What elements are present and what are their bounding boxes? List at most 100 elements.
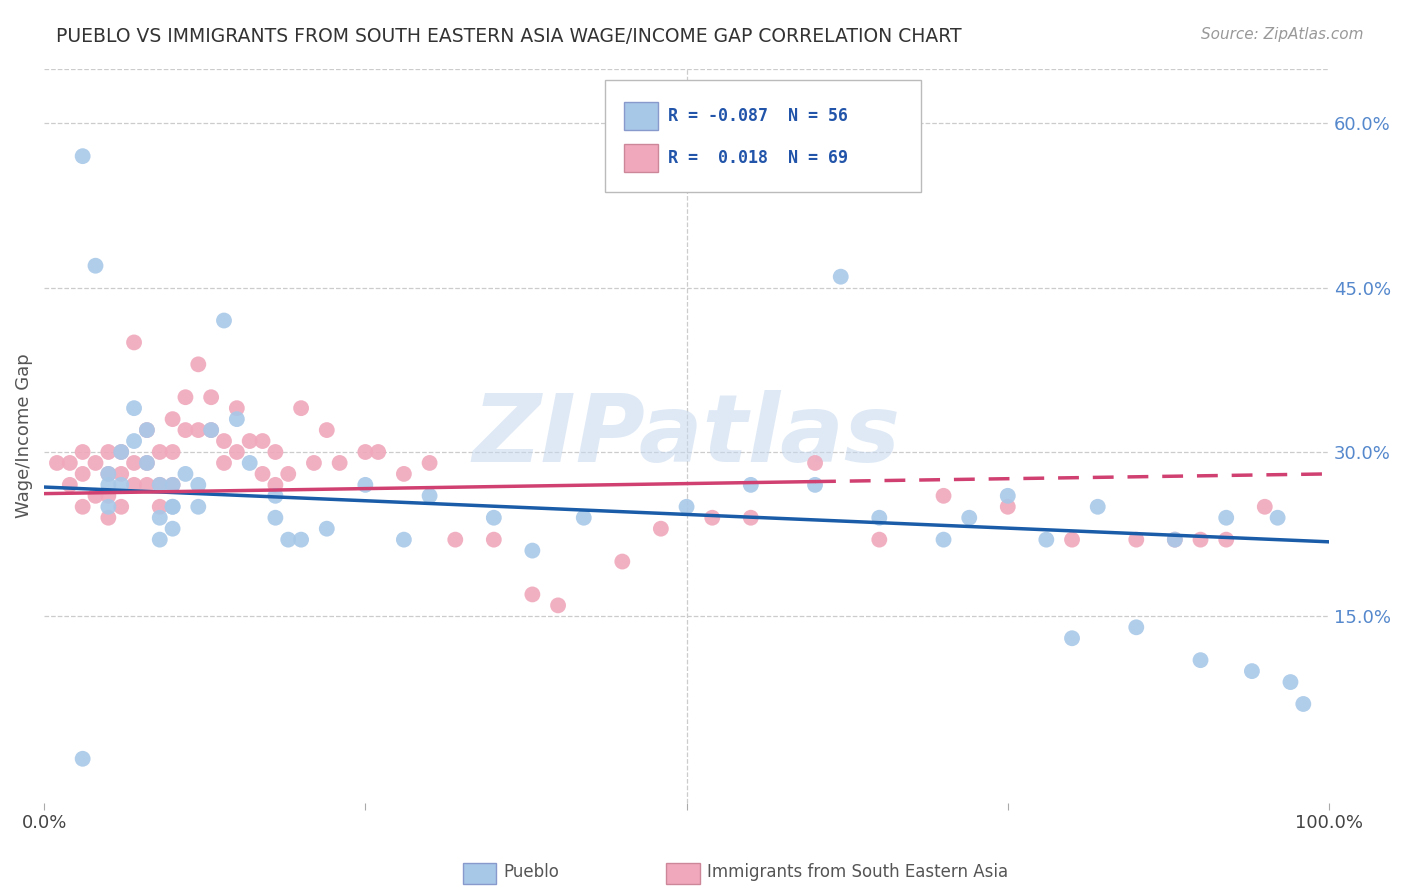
Point <box>200 423 222 437</box>
Text: Source: ZipAtlas.com: Source: ZipAtlas.com <box>1201 27 1364 42</box>
Point <box>650 522 672 536</box>
Point <box>290 533 312 547</box>
Point <box>212 313 235 327</box>
Point <box>225 412 247 426</box>
Point <box>110 445 132 459</box>
Point <box>149 478 172 492</box>
Point <box>612 555 634 569</box>
Point <box>135 456 157 470</box>
Point <box>72 752 94 766</box>
Point <box>1254 500 1277 514</box>
Point <box>932 533 955 547</box>
Point <box>122 335 145 350</box>
Point <box>110 478 132 492</box>
Point <box>174 423 197 437</box>
Point <box>174 467 197 481</box>
Point <box>482 510 505 524</box>
Point <box>264 478 287 492</box>
Point <box>97 510 120 524</box>
Point <box>264 489 287 503</box>
Point <box>212 434 235 448</box>
Point <box>1292 697 1315 711</box>
Point <box>162 522 184 536</box>
Point <box>1087 500 1109 514</box>
Point <box>804 456 827 470</box>
Point <box>482 533 505 547</box>
Point <box>290 401 312 416</box>
Point <box>72 149 94 163</box>
Point <box>239 456 262 470</box>
Point <box>997 489 1019 503</box>
Point <box>252 434 274 448</box>
Point <box>329 456 352 470</box>
Point <box>97 467 120 481</box>
Point <box>419 489 441 503</box>
Point <box>302 456 325 470</box>
Point <box>830 269 852 284</box>
Point <box>277 533 299 547</box>
Point <box>135 478 157 492</box>
Point <box>315 522 337 536</box>
Point <box>932 489 955 503</box>
Point <box>1267 510 1289 524</box>
Point <box>264 445 287 459</box>
Point <box>997 500 1019 514</box>
Point <box>135 456 157 470</box>
Point <box>225 401 247 416</box>
Point <box>97 445 120 459</box>
Point <box>162 412 184 426</box>
Point <box>97 489 120 503</box>
Point <box>162 500 184 514</box>
Point <box>225 445 247 459</box>
Point <box>367 445 389 459</box>
Point <box>392 467 415 481</box>
Point <box>572 510 595 524</box>
Point <box>1215 533 1237 547</box>
Point <box>1035 533 1057 547</box>
Point <box>110 500 132 514</box>
Point <box>804 478 827 492</box>
Point <box>1164 533 1187 547</box>
Point <box>162 445 184 459</box>
Point <box>868 533 890 547</box>
Point <box>354 445 377 459</box>
Point <box>200 390 222 404</box>
Point <box>59 456 82 470</box>
Point <box>1240 664 1263 678</box>
Point <box>1189 533 1212 547</box>
Point <box>1125 533 1147 547</box>
Point <box>187 478 209 492</box>
Point <box>239 434 262 448</box>
Point <box>149 478 172 492</box>
Point <box>97 467 120 481</box>
Point <box>547 599 569 613</box>
Point <box>444 533 467 547</box>
Point <box>740 478 762 492</box>
Point <box>392 533 415 547</box>
Point <box>72 467 94 481</box>
Point <box>162 478 184 492</box>
Point <box>72 500 94 514</box>
Point <box>135 423 157 437</box>
Point <box>162 500 184 514</box>
Point <box>868 510 890 524</box>
Point <box>252 467 274 481</box>
Point <box>122 478 145 492</box>
Point <box>149 510 172 524</box>
Point <box>174 390 197 404</box>
Point <box>957 510 980 524</box>
Point <box>264 510 287 524</box>
Point <box>1164 533 1187 547</box>
Point <box>315 423 337 437</box>
Text: PUEBLO VS IMMIGRANTS FROM SOUTH EASTERN ASIA WAGE/INCOME GAP CORRELATION CHART: PUEBLO VS IMMIGRANTS FROM SOUTH EASTERN … <box>56 27 962 45</box>
Point <box>522 587 544 601</box>
Point <box>122 401 145 416</box>
Point <box>1189 653 1212 667</box>
Point <box>84 259 107 273</box>
Point <box>212 456 235 470</box>
Point <box>149 500 172 514</box>
Point <box>122 456 145 470</box>
Point <box>354 478 377 492</box>
Point <box>702 510 724 524</box>
Point <box>187 500 209 514</box>
